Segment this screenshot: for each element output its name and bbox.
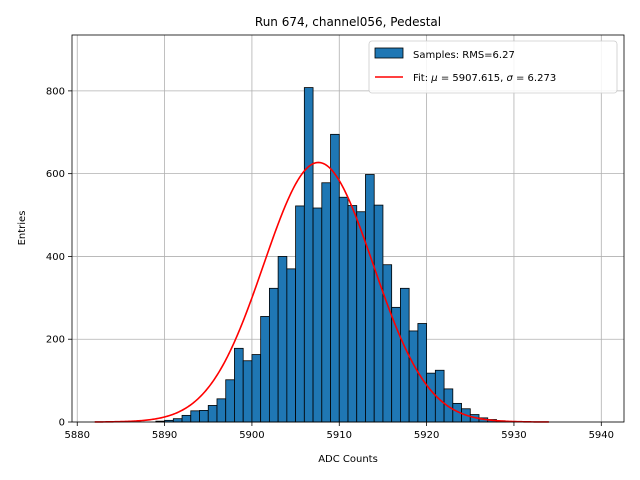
y-tick-label: 400 <box>46 252 65 263</box>
histogram-bar <box>365 174 375 423</box>
y-tick-label: 800 <box>46 86 65 97</box>
x-tick-label: 5930 <box>501 430 526 441</box>
histogram-bar <box>234 347 244 423</box>
histogram-bar <box>190 410 200 423</box>
histogram-bar <box>181 414 192 423</box>
histogram-bar <box>268 287 279 423</box>
y-tick-label: 600 <box>46 169 65 180</box>
x-tick-label: 5940 <box>589 430 614 441</box>
x-axis-label: ADC Counts <box>318 454 378 465</box>
histogram-bar <box>277 256 288 423</box>
chart-title: Run 674, channel056, Pedestal <box>255 15 441 29</box>
histogram-bar <box>251 354 262 423</box>
x-tick-label: 5880 <box>65 430 90 441</box>
histogram-bar <box>207 405 218 423</box>
axes-frame <box>71 34 625 423</box>
histogram-bar <box>295 205 305 423</box>
x-tick-label: 5900 <box>239 430 264 441</box>
histogram-bar <box>321 182 331 423</box>
histogram-bar <box>347 205 358 423</box>
histogram-bar <box>391 306 401 423</box>
histogram-bar <box>260 316 270 423</box>
legend-fit-sigma-value: = 6.273 <box>513 73 556 84</box>
histogram-bar <box>199 410 209 423</box>
legend-box <box>368 40 618 94</box>
x-tick-label: 5890 <box>152 430 177 441</box>
y-tick-label: 0 <box>59 418 65 429</box>
legend: Samples: RMS=6.27 Fit: μ = 5907.615, σ =… <box>368 40 618 94</box>
legend-fit-label: Fit: μ = 5907.615, σ = 6.273 <box>413 73 556 84</box>
histogram-bar <box>382 264 393 423</box>
histogram-bar <box>426 372 436 423</box>
fit-curve <box>94 161 549 423</box>
histogram-bar <box>338 196 349 423</box>
histogram-bar <box>225 379 235 423</box>
y-axis-label: Entries <box>17 211 28 246</box>
legend-fit-prefix: Fit: <box>413 73 431 84</box>
x-tick-label: 5910 <box>327 430 352 441</box>
histogram-bar <box>172 418 183 423</box>
legend-samples-swatch <box>374 47 404 59</box>
axis-ticks: 5880 5890 5900 5910 5920 5930 5940 0 200 400 600 80… <box>46 86 614 441</box>
legend-fit-mu-symbol: μ <box>430 73 437 84</box>
histogram-bar <box>373 204 384 423</box>
histogram-bar <box>443 388 454 423</box>
histogram-bar <box>216 398 227 423</box>
histogram-bar <box>356 211 366 423</box>
legend-fit-sigma-symbol: σ <box>506 73 513 84</box>
legend-fit-mu-value: = 5907.615, <box>438 73 507 84</box>
legend-samples-label: Samples: RMS=6.27 <box>413 50 515 61</box>
histogram-bar <box>303 87 314 423</box>
y-tick-label: 200 <box>46 335 65 346</box>
histogram-bars <box>155 87 515 423</box>
histogram-bar <box>408 330 419 423</box>
x-tick-label: 5920 <box>414 430 439 441</box>
histogram-bar <box>242 360 253 423</box>
histogram-bar <box>312 207 323 423</box>
histogram-bar <box>286 268 296 423</box>
